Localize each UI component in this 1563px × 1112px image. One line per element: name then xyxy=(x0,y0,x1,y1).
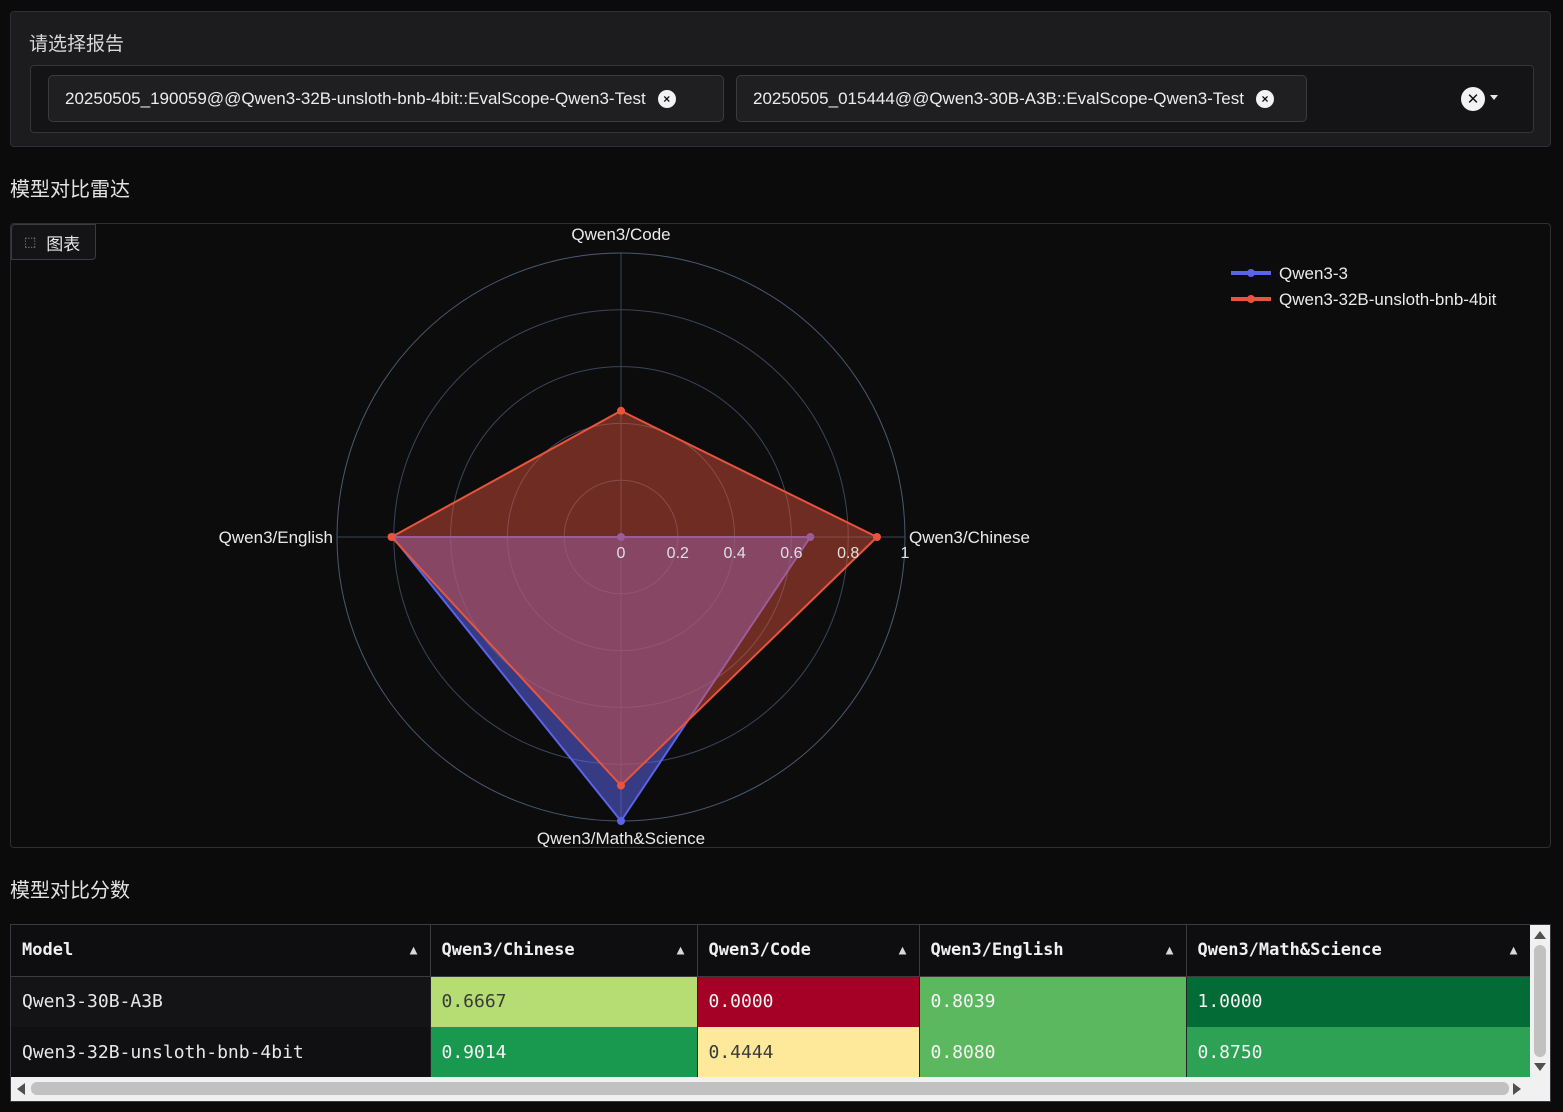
report-selector-label: 请选择报告 xyxy=(29,34,125,55)
axis-label: Qwen3/Code xyxy=(571,225,670,244)
radar-point[interactable] xyxy=(387,533,396,541)
table-row: Qwen3-32B-unsloth-bnb-4bit 0.9014 0.4444… xyxy=(11,1027,1531,1078)
radial-tick-label: 0.4 xyxy=(723,545,745,562)
radial-tick-label: 0.6 xyxy=(780,545,802,562)
clear-all-icon[interactable]: ✕ xyxy=(1461,87,1485,111)
radar-point[interactable] xyxy=(617,406,625,415)
sort-asc-icon[interactable]: ▲ xyxy=(898,943,907,958)
sort-asc-icon[interactable]: ▲ xyxy=(1165,943,1174,958)
radial-tick-label: 0.8 xyxy=(837,545,859,562)
chip-label: 20250505_190059@@Qwen3-32B-unsloth-bnb-4… xyxy=(65,88,646,108)
vertical-scrollbar[interactable] xyxy=(1530,925,1550,1077)
sort-asc-icon[interactable]: ▲ xyxy=(676,943,685,958)
radar-point[interactable] xyxy=(872,533,881,541)
chart-tab-label: 图表 xyxy=(46,234,81,254)
sort-asc-icon[interactable]: ▲ xyxy=(409,943,418,958)
score-cell: 0.0000 xyxy=(697,976,920,1027)
score-cell: 0.8750 xyxy=(1186,1027,1531,1078)
radar-series-area[interactable] xyxy=(390,409,878,787)
legend-label[interactable]: Qwen3-3 xyxy=(1279,264,1348,283)
remove-chip-icon[interactable]: × xyxy=(657,89,676,108)
column-header-chinese[interactable]: Qwen3/Chinese ▲ xyxy=(430,925,698,977)
radar-section-title: 模型对比雷达 xyxy=(10,179,130,201)
axis-label: Qwen3/English xyxy=(219,528,333,547)
column-header-english[interactable]: Qwen3/English ▲ xyxy=(919,925,1187,977)
sort-asc-icon[interactable]: ▲ xyxy=(1509,943,1518,958)
score-cell: 1.0000 xyxy=(1186,976,1531,1027)
legend-marker xyxy=(1247,269,1255,277)
scroll-right-icon[interactable] xyxy=(1513,1083,1521,1095)
column-header-code[interactable]: Qwen3/Code ▲ xyxy=(697,925,920,977)
score-cell: 0.8080 xyxy=(919,1027,1187,1078)
selected-report-chip: 20250505_015444@@Qwen3-30B-A3B::EvalScop… xyxy=(736,75,1307,122)
radar-point[interactable] xyxy=(806,533,815,541)
table-row: Qwen3-30B-A3B 0.6667 0.0000 0.8039 1.000… xyxy=(11,976,1531,1027)
model-cell: Qwen3-32B-unsloth-bnb-4bit xyxy=(11,1027,431,1078)
radar-point[interactable] xyxy=(617,781,625,790)
column-header-model[interactable]: Model ▲ xyxy=(11,925,431,977)
score-table: Model ▲ Qwen3/Chinese ▲ Qwen3/Code ▲ Qwen3/… xyxy=(11,925,1531,1078)
model-cell: Qwen3-30B-A3B xyxy=(11,976,431,1027)
report-selector-panel: 请选择报告 20250505_190059@@Qwen3-32B-unsloth… xyxy=(10,11,1551,147)
scroll-left-icon[interactable] xyxy=(17,1083,25,1095)
score-cell: 0.4444 xyxy=(697,1027,920,1078)
scroll-thumb[interactable] xyxy=(1534,945,1546,1057)
scroll-down-icon[interactable] xyxy=(1534,1063,1546,1071)
chart-icon: ⬚ xyxy=(24,234,37,249)
horizontal-scrollbar[interactable] xyxy=(11,1077,1550,1101)
radar-point[interactable] xyxy=(617,817,625,825)
radial-tick-label: 0.2 xyxy=(667,545,689,562)
table-section-title: 模型对比分数 xyxy=(10,880,130,902)
scroll-up-icon[interactable] xyxy=(1534,931,1546,939)
score-cell: 0.6667 xyxy=(430,976,698,1027)
column-header-math-science[interactable]: Qwen3/Math&Science ▲ xyxy=(1186,925,1531,977)
legend-marker xyxy=(1247,295,1255,303)
legend-label[interactable]: Qwen3-32B-unsloth-bnb-4bit xyxy=(1279,290,1497,309)
chevron-down-icon[interactable] xyxy=(1490,95,1498,100)
score-cell: 0.8039 xyxy=(919,976,1187,1027)
scroll-thumb[interactable] xyxy=(31,1082,1509,1095)
radar-chart-panel: ⬚ 图表 0 0.2 0.4 0.6 0.8 1 Qwen3/Chinese Qwen3/Co… xyxy=(10,223,1551,848)
radial-tick-label: 1 xyxy=(901,545,910,562)
report-multiselect[interactable]: 20250505_190059@@Qwen3-32B-unsloth-bnb-4… xyxy=(30,65,1534,133)
axis-label: Qwen3/Math&Science xyxy=(537,829,705,847)
chart-tab[interactable]: ⬚ 图表 xyxy=(11,224,96,260)
radar-point[interactable] xyxy=(617,533,625,541)
remove-chip-icon[interactable]: × xyxy=(1255,89,1274,108)
axis-label: Qwen3/Chinese xyxy=(909,528,1030,547)
chip-label: 20250505_015444@@Qwen3-30B-A3B::EvalScop… xyxy=(753,88,1244,108)
selected-report-chip: 20250505_190059@@Qwen3-32B-unsloth-bnb-4… xyxy=(48,75,724,122)
radial-tick-label: 0 xyxy=(617,545,626,562)
score-table-container: Model ▲ Qwen3/Chinese ▲ Qwen3/Code ▲ Qwen3/… xyxy=(10,924,1551,1102)
score-cell: 0.9014 xyxy=(430,1027,698,1078)
